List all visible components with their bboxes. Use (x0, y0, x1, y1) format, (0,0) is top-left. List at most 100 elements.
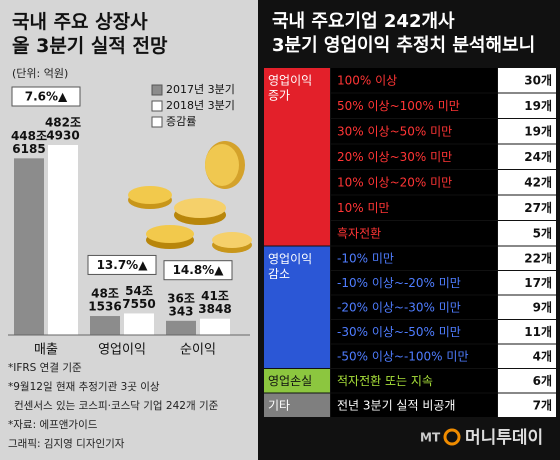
chart-title: 국내 주요 상장사 올 3분기 실적 전망 (12, 11, 168, 57)
row-label: 20% 이상~30% 미만 (337, 150, 452, 164)
value-label: 448조 6185 (11, 128, 47, 155)
row-cell (331, 93, 497, 118)
note: *자료: 에프앤가이드 (8, 419, 98, 431)
count-label: 11개 (524, 325, 552, 339)
count-cell (498, 393, 556, 417)
growth-label: 14.8%▲ (173, 263, 225, 277)
count-label: 7개 (533, 398, 552, 412)
row-label: -10% 미만 (337, 251, 394, 265)
bar (14, 158, 44, 335)
count-label: 4개 (533, 349, 552, 363)
bar (200, 318, 230, 335)
growth-box (87, 254, 157, 275)
row-label: 적자전환 또는 지속 (337, 374, 433, 388)
row-cell (331, 271, 497, 295)
row-cell (331, 344, 497, 368)
note: *IFRS 연결 기준 (8, 362, 82, 374)
row-cell (331, 393, 497, 417)
count-cell (498, 246, 556, 270)
row-cell (331, 170, 497, 195)
row-cell (331, 144, 497, 169)
legend-label: 2017년 3분기 (166, 83, 235, 96)
count-cell (498, 320, 556, 344)
logo-name: 머니투데이 (465, 428, 543, 448)
count-label: 6개 (533, 374, 552, 388)
row-label: 30% 이상~50% 미만 (337, 124, 452, 138)
legend-swatch (151, 84, 163, 96)
value-label: 54조 7550 (122, 283, 155, 310)
growth-label: 7.6%▲ (25, 90, 68, 104)
row-cell (331, 369, 497, 393)
growth-label: 13.7%▲ (97, 258, 149, 272)
row-cell (331, 195, 497, 220)
count-cell (498, 369, 556, 393)
group-cell (264, 246, 330, 368)
row-cell (331, 119, 497, 144)
count-cell (498, 295, 556, 319)
row-label: -50% 이상~-100% 미만 (337, 349, 468, 363)
count-label: 9개 (533, 300, 552, 314)
count-label: 22개 (524, 251, 552, 265)
count-cell (498, 195, 556, 220)
value-label: 482조 4930 (45, 115, 81, 142)
coins (128, 141, 252, 253)
count-label: 24개 (524, 150, 552, 164)
value-label: 48조 1536 (88, 286, 121, 313)
unit-label: (단위: 억원) (12, 67, 68, 80)
count-cell (498, 221, 556, 246)
count-label: 17개 (524, 276, 552, 290)
value-label: 41조 3848 (198, 289, 231, 316)
table-title: 국내 주요기업 242개사 3분기 영업이익 추정치 분석해보니 (272, 11, 535, 56)
group-cell (264, 369, 330, 393)
count-cell (498, 144, 556, 169)
row-cell (331, 295, 497, 319)
count-label: 30개 (524, 73, 552, 87)
count-label: 19개 (524, 99, 552, 113)
note: *9월12일 현재 추정기관 3곳 이상 (8, 380, 160, 393)
x-tick-label: 순이익 (180, 343, 216, 358)
count-cell (498, 119, 556, 144)
count-label: 42개 (524, 175, 552, 189)
row-cell (331, 221, 497, 246)
x-tick-label: 매출 (34, 343, 58, 358)
count-cell (498, 93, 556, 118)
legend-swatch (151, 116, 163, 128)
row-label: 흑자전환 (337, 226, 381, 240)
row-label: 100% 이상 (337, 73, 397, 87)
row-cell (331, 68, 497, 93)
count-cell (498, 344, 556, 368)
count-cell (498, 271, 556, 295)
count-cell (498, 68, 556, 93)
row-label: -30% 이상~-50% 미만 (337, 325, 461, 339)
row-label: 전년 3분기 실적 비공개 (337, 398, 455, 412)
legend-swatch (151, 100, 163, 112)
bar (48, 145, 78, 335)
row-cell (331, 246, 497, 270)
note: 컨센서스 있는 코스피·코스닥 기업 242개 기준 (14, 399, 219, 412)
row-cell (331, 320, 497, 344)
bar (166, 320, 196, 335)
group-label: 영업손실 (268, 374, 312, 388)
growth-box (163, 260, 233, 281)
group-label: 영업이익 증가 (268, 73, 312, 102)
note: 그래픽: 김지영 디자인기자 (8, 438, 125, 450)
count-cell (498, 170, 556, 195)
count-label: 19개 (524, 124, 552, 138)
logo: MT 머니투데이 (420, 428, 543, 448)
bar (124, 313, 154, 335)
group-cell (264, 68, 330, 246)
group-cell (264, 393, 330, 417)
logo-mark: MT (420, 431, 441, 445)
value-label: 36조 343 (167, 291, 195, 318)
group-label: 영업이익 감소 (268, 252, 312, 281)
count-label: 27개 (524, 201, 552, 215)
row-label: 10% 이상~20% 미만 (337, 175, 452, 189)
row-label: 50% 이상~100% 미만 (337, 99, 460, 113)
logo-icon (443, 428, 461, 446)
count-label: 5개 (533, 226, 552, 240)
bar (90, 316, 120, 335)
group-label: 기타 (268, 398, 290, 412)
row-label: -10% 이상~-20% 미만 (337, 276, 461, 290)
x-tick-label: 영업이익 (98, 343, 146, 358)
